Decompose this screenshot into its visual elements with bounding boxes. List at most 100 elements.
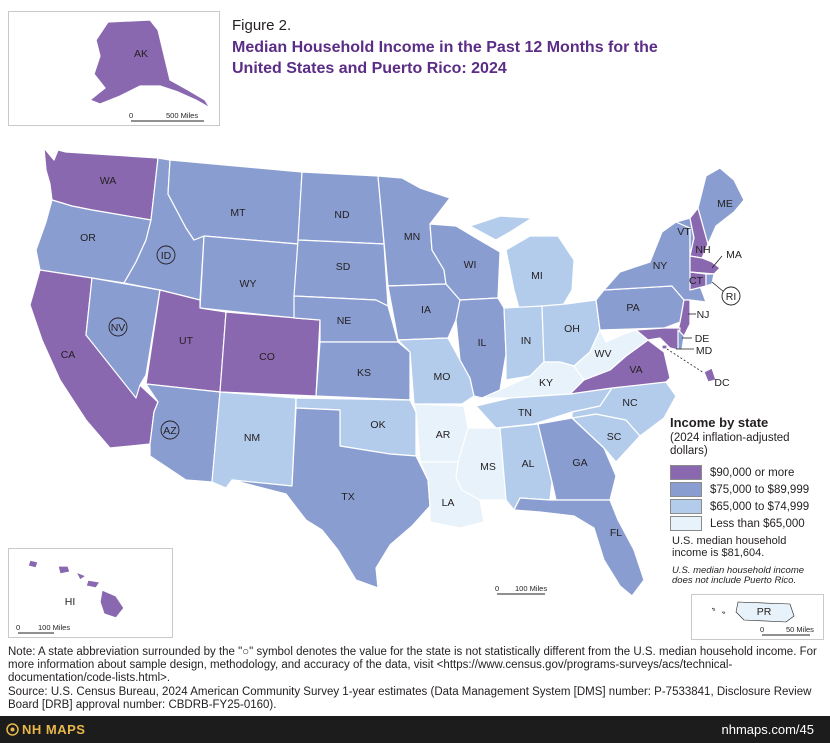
label-ME: ME: [717, 198, 733, 210]
label-DC: DC: [714, 377, 730, 389]
label-ND: ND: [334, 209, 350, 221]
label-KY: KY: [539, 377, 553, 389]
state-WV[interactable]: [573, 329, 649, 381]
scale-zero-main: 0: [495, 584, 499, 593]
legend: Income by state (2024 inflation-adjusted…: [670, 415, 830, 532]
scale-zero-hi: 0: [16, 623, 20, 632]
dc-callout-swatch: [703, 367, 717, 383]
label-MN: MN: [404, 231, 420, 243]
scale-main: 100 Miles: [515, 584, 547, 593]
legend-swatch: [670, 516, 702, 531]
state-MD[interactable]: [635, 327, 681, 351]
label-NM: NM: [244, 432, 260, 444]
label-WI: WI: [464, 259, 477, 271]
scale-hi: 100 Miles: [38, 623, 70, 632]
state-PR[interactable]: [735, 601, 795, 623]
state-KS[interactable]: [315, 341, 411, 401]
legend-subtitle: (2024 inflation-adjusted dollars): [670, 432, 790, 457]
label-MT: MT: [230, 207, 246, 219]
state-HI-island3[interactable]: [75, 571, 87, 581]
state-RI[interactable]: [705, 273, 715, 287]
label-MD: MD: [696, 345, 713, 357]
label-TN: TN: [518, 407, 532, 419]
label-IL: IL: [478, 337, 487, 349]
figure-title: Median Household Income in the Past 12 M…: [232, 39, 658, 77]
state-MA[interactable]: [689, 255, 721, 275]
label-HI: HI: [65, 596, 76, 608]
state-MT[interactable]: [167, 159, 303, 245]
figure-label: Figure 2.: [232, 17, 292, 34]
legend-item: Less than $65,000: [670, 515, 830, 532]
state-DC[interactable]: [661, 344, 668, 350]
label-UT: UT: [179, 335, 194, 347]
label-WA: WA: [100, 175, 117, 187]
state-AK[interactable]: [89, 19, 211, 109]
state-AZ[interactable]: [145, 383, 221, 483]
legend-swatch: [670, 499, 702, 514]
label-DE: DE: [695, 333, 710, 345]
legend-item: $65,000 to $74,999: [670, 498, 830, 515]
label-NV: NV: [111, 322, 126, 334]
label-TX: TX: [341, 491, 354, 503]
state-FL[interactable]: [513, 497, 645, 597]
label-NH: NH: [695, 244, 710, 256]
state-TX[interactable]: [231, 407, 431, 589]
brand-logo-icon: [6, 723, 19, 736]
label-MO: MO: [434, 371, 451, 383]
state-ND[interactable]: [297, 171, 385, 245]
label-WV: WV: [595, 348, 612, 360]
label-NE: NE: [337, 315, 352, 327]
median-note: U.S. median household income is $81,604.: [672, 535, 787, 559]
label-FL: FL: [610, 527, 622, 539]
legend-item: $75,000 to $89,999: [670, 481, 830, 498]
state-WY[interactable]: [199, 235, 299, 319]
label-CA: CA: [61, 349, 76, 361]
label-AK: AK: [134, 48, 148, 60]
legend-label: $90,000 or more: [710, 466, 795, 479]
label-SD: SD: [336, 261, 351, 273]
legend-label: Less than $65,000: [710, 517, 805, 530]
label-LA: LA: [442, 497, 455, 509]
label-CO: CO: [259, 351, 275, 363]
legend-title: Income by state: [670, 415, 769, 430]
legend-swatch: [670, 482, 702, 497]
label-OK: OK: [370, 419, 385, 431]
label-AL: AL: [522, 458, 535, 470]
footer-url[interactable]: nhmaps.com/45: [721, 722, 815, 737]
footer: NH MAPS nhmaps.com/45: [0, 716, 830, 743]
state-DE[interactable]: [677, 329, 685, 351]
state-HI-island1[interactable]: [27, 559, 39, 569]
state-PA[interactable]: [595, 285, 685, 331]
label-PA: PA: [626, 302, 639, 314]
scale-ak: 500 Miles: [166, 111, 198, 120]
label-NJ: NJ: [697, 309, 710, 321]
label-IA: IA: [421, 304, 431, 316]
scale-zero-ak: 0: [129, 111, 133, 120]
label-AZ: AZ: [163, 425, 177, 437]
state-HI[interactable]: [99, 589, 125, 619]
puerto-rico-note: U.S. median household income does not in…: [672, 565, 805, 586]
footer-brand: NH MAPS: [22, 722, 86, 737]
source-text: Source: U.S. Census Bureau, 2024 America…: [8, 686, 812, 711]
label-RI: RI: [726, 291, 737, 303]
label-VT: VT: [677, 226, 691, 238]
label-PR: PR: [757, 606, 772, 618]
scale-zero-pr: 0: [760, 625, 764, 634]
label-OR: OR: [80, 232, 96, 244]
state-ME[interactable]: [697, 167, 745, 245]
label-AR: AR: [436, 429, 451, 441]
label-OH: OH: [564, 323, 580, 335]
label-MA: MA: [726, 249, 742, 261]
notes: Note: A state abbreviation surrounded by…: [8, 646, 823, 713]
state-HI-island2[interactable]: [57, 565, 71, 575]
label-MI: MI: [531, 270, 543, 282]
note-text: Note: A state abbreviation surrounded by…: [8, 646, 817, 684]
legend-label: $65,000 to $74,999: [710, 500, 810, 513]
scale-pr: 50 Miles: [786, 625, 814, 634]
label-NY: NY: [653, 260, 668, 272]
legend-item: $90,000 or more: [670, 464, 830, 481]
state-HI-island4[interactable]: [85, 579, 101, 589]
label-VA: VA: [629, 364, 642, 376]
state-MI[interactable]: [469, 215, 575, 313]
label-MS: MS: [480, 461, 496, 473]
